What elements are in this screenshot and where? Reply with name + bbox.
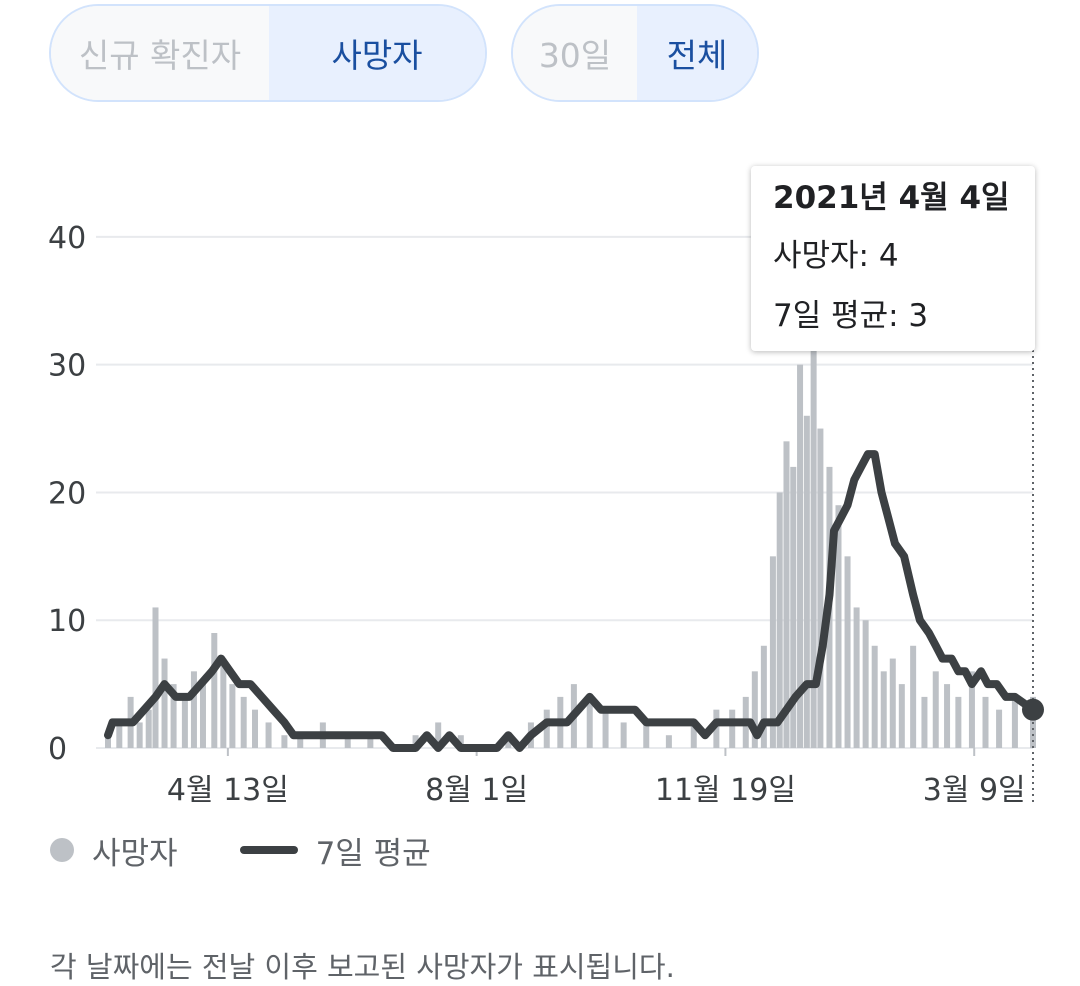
death-bar	[145, 709, 152, 748]
death-bar	[968, 671, 975, 748]
death-bar	[751, 671, 758, 748]
chart-tooltip: 2021년 4월 4일 사망자: 4 7일 평균: 3	[751, 166, 1035, 351]
toggle-deaths[interactable]: 사망자	[269, 6, 485, 100]
death-bar	[161, 658, 168, 748]
tooltip-date: 2021년 4월 4일	[773, 180, 1010, 216]
death-bar	[252, 709, 259, 748]
death-bar	[211, 633, 218, 748]
death-bar	[344, 735, 351, 748]
death-bar	[776, 492, 783, 748]
death-bar	[769, 556, 776, 748]
death-bar	[199, 684, 206, 748]
x-tick-label: 11월 19일	[655, 773, 796, 808]
chart-legend: 사망자 7일 평균	[50, 826, 431, 874]
death-bar	[982, 696, 989, 748]
y-tick-label: 40	[48, 221, 86, 256]
death-bar	[844, 556, 851, 748]
legend-bar-swatch	[50, 838, 74, 862]
y-tick-label: 0	[48, 732, 67, 767]
death-bar	[713, 709, 720, 748]
death-bar	[220, 658, 227, 748]
death-bar	[955, 696, 962, 748]
death-bar	[586, 696, 593, 748]
footnote: 각 날짜에는 전날 이후 보고된 사망자가 표시됩니다.	[50, 950, 675, 984]
death-bar	[871, 645, 878, 748]
toggle-30-days[interactable]: 30일	[513, 6, 637, 100]
range-toggle: 30일 전체	[511, 4, 759, 102]
seven-day-average-line	[104, 450, 1037, 752]
death-bar	[944, 684, 951, 748]
death-bar	[457, 735, 464, 748]
death-bar	[790, 466, 797, 748]
legend-deaths-label: 사망자	[92, 835, 178, 872]
death-bar	[229, 684, 236, 748]
death-bar	[803, 415, 810, 748]
toggle-all-time[interactable]: 전체	[637, 6, 757, 100]
deaths-chart[interactable]: 0 10 20 30 40 4월 13일 8월 1일 11월 19일 3월 9일	[0, 150, 1080, 810]
death-bar	[760, 645, 767, 748]
death-bar	[729, 709, 736, 748]
x-tick-label: 8월 1일	[425, 773, 528, 808]
toggle-new-cases[interactable]: 신규 확진자	[51, 6, 269, 100]
death-bar	[602, 709, 609, 748]
death-bar	[190, 671, 197, 748]
death-bar	[1011, 696, 1018, 748]
death-bar	[690, 722, 697, 748]
death-bar	[921, 696, 928, 748]
death-bar	[116, 722, 123, 748]
death-bar	[240, 696, 247, 748]
death-bar	[817, 428, 824, 748]
death-bar	[435, 722, 442, 748]
death-bar	[265, 722, 272, 748]
y-tick-label: 10	[48, 604, 86, 639]
death-bar	[810, 339, 817, 748]
metric-toggle: 신규 확진자 사망자	[49, 4, 487, 102]
death-bar	[505, 735, 512, 748]
legend-line-swatch	[239, 846, 298, 854]
death-bar	[880, 671, 887, 748]
death-bar	[367, 735, 374, 748]
death-bar	[543, 709, 550, 748]
death-bar	[281, 735, 288, 748]
death-bar	[996, 709, 1003, 748]
death-bar	[643, 722, 650, 748]
death-bar	[932, 671, 939, 748]
death-bar	[889, 658, 896, 748]
death-bar	[853, 607, 860, 748]
death-bar	[835, 505, 842, 748]
death-bar	[297, 735, 304, 748]
death-bar	[783, 441, 790, 748]
death-bar	[862, 620, 869, 748]
y-tick-label: 20	[48, 476, 86, 511]
legend-average-label: 7일 평균	[315, 835, 431, 872]
tooltip-average: 7일 평균: 3	[773, 298, 929, 334]
death-bar	[152, 607, 159, 748]
y-tick-label: 30	[48, 349, 86, 384]
death-bar	[181, 696, 188, 748]
x-tick-label: 4월 13일	[167, 773, 289, 808]
death-bar	[136, 722, 143, 748]
death-bar	[170, 684, 177, 748]
tooltip-deaths: 사망자: 4	[773, 238, 899, 274]
x-tick-label: 3월 9일	[923, 773, 1026, 808]
death-bar	[412, 735, 419, 748]
death-bar	[105, 735, 111, 748]
death-bar	[620, 722, 627, 748]
death-bar	[797, 364, 804, 748]
death-bar	[910, 645, 917, 748]
hover-point	[1022, 698, 1044, 721]
death-bar	[665, 735, 672, 748]
death-bar	[898, 684, 905, 748]
